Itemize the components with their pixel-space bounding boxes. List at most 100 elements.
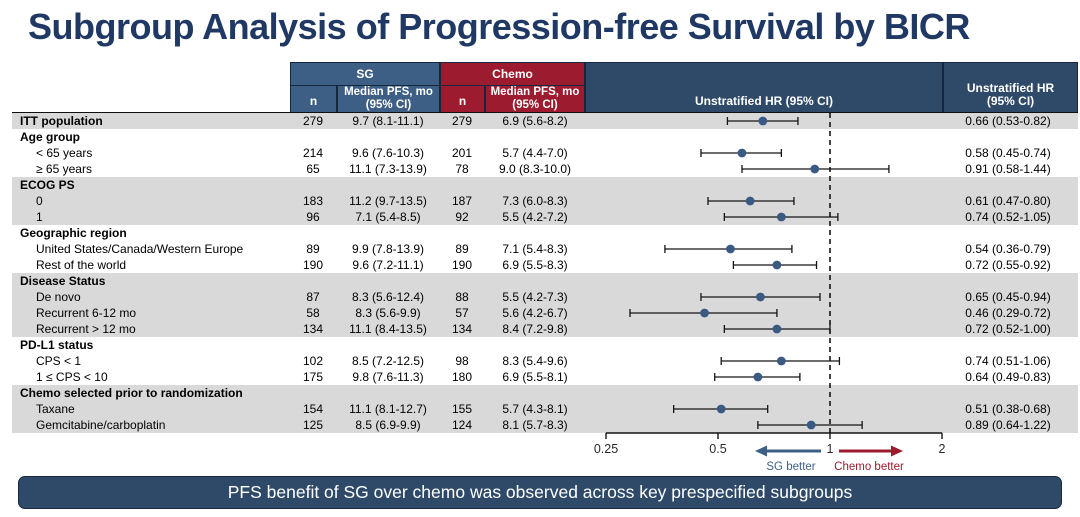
hr-cell: 0.72 (0.52-1.00) [965,322,1051,336]
hr-cell: 0.65 (0.45-0.94) [965,290,1051,304]
header-hr-line2: (95% CI) [986,94,1035,108]
header-chemo-median: Median PFS, mo (95% CI) [485,85,585,113]
chemo-n-cell: 279 [451,114,473,128]
sg-n-cell: 214 [302,146,324,160]
row-label: ITT population [20,114,103,128]
chemo-n-cell: 201 [451,146,473,160]
header-chemo-n: n [440,85,485,113]
sg-pfs-cell: 9.6 (7.2-11.1) [352,258,424,272]
chemo-pfs-cell: 6.9 (5.5-8.3) [502,258,568,272]
hr-cell: 0.64 (0.49-0.83) [965,370,1051,384]
sg-n-cell: 65 [306,162,320,176]
table-row: Rest of the world 190 9.6 (7.2-11.1) 190 6.9… [12,257,1078,273]
table-row: Recurrent 6-12 mo 58 8.3 (5.6-9.9) 57 5.6 (4… [12,305,1078,321]
row-label: United States/Canada/Western Europe [36,242,244,256]
sg-n-cell: 89 [306,242,320,256]
header-sg-n: n [290,85,337,113]
chemo-pfs-cell: 7.3 (6.0-8.3) [502,194,568,208]
chemo-n-cell: 92 [455,210,469,224]
sg-n-cell: 279 [302,114,324,128]
sg-pfs-cell: 9.9 (7.8-13.9) [351,242,425,256]
table-row: CPS < 1 102 8.5 (7.2-12.5) 98 8.3 (5.4-9.6) 0… [12,353,1078,369]
sg-n-cell: 183 [302,194,324,208]
sg-pfs-cell: 7.1 (5.4-8.5) [355,210,421,224]
chemo-pfs-cell: 8.4 (7.2-9.8) [502,322,568,336]
header-divider-line [12,111,1078,114]
chemo-n-cell: 124 [451,418,473,432]
header-chemo-median-line1: Median PFS, mo [490,86,580,98]
sg-n-cell: 175 [302,370,324,384]
row-label: Geographic region [20,226,127,240]
table-row: 1 96 7.1 (5.4-8.5) 92 5.5 (4.2-7.2) 0.74 (0.5… [12,209,1078,225]
sg-pfs-cell: 11.1 (7.3-13.9) [349,162,427,176]
hr-cell: 0.54 (0.36-0.79) [965,242,1051,256]
table-row: De novo 87 8.3 (5.6-12.4) 88 5.5 (4.2-7.3) 0.… [12,289,1078,305]
row-label: Disease Status [20,274,106,288]
chemo-n-cell: 190 [451,258,473,272]
table-row: Disease Status [12,273,1078,289]
table-row: 0 183 11.2 (9.7-13.5) 187 7.3 (6.0-8.3) 0.61 … [12,193,1078,209]
page-title: Subgroup Analysis of Progression-free Su… [28,6,970,47]
sg-pfs-cell: 11.1 (8.4-13.5) [349,322,427,336]
sg-n-cell: 96 [306,210,320,224]
sg-pfs-cell: 8.5 (7.2-12.5) [351,354,425,368]
row-label: 0 [36,194,43,208]
row-label: Recurrent 6-12 mo [36,306,137,320]
sg-better-label: SG better [766,461,815,473]
chemo-pfs-cell: 5.7 (4.4-7.0) [502,146,568,160]
header-sg-median-line1: Median PFS, mo [344,86,433,98]
header-chemo-median-line2: (95% CI) [512,99,558,111]
table-row: Geographic region [12,225,1078,241]
chemo-n-cell: 98 [455,354,469,368]
table-row: Gemcitabine/carboplatin 125 8.5 (6.9-9.9) 1… [12,417,1078,433]
hr-cell: 0.91 (0.58-1.44) [965,162,1051,176]
header-sg-group: SG [290,62,440,86]
sg-pfs-cell: 8.5 (6.9-9.9) [355,418,421,432]
sg-pfs-cell: 9.8 (7.6-11.3) [352,370,424,384]
sg-n-cell: 134 [302,322,324,336]
x-axis-tick-label: 0.25 [594,442,618,456]
table-row: Recurrent > 12 mo 134 11.1 (8.4-13.5) 134 8.… [12,321,1078,337]
table-body: ITT population 279 9.7 (8.1-11.1) 279 6.9 (5… [12,113,1078,433]
row-label: PD-L1 status [20,338,94,352]
chemo-n-cell: 88 [455,290,469,304]
table-row: Taxane 154 11.1 (8.1-12.7) 155 5.7 (4.3-8.1)… [12,401,1078,417]
sg-n-cell: 190 [302,258,324,272]
row-label: Age group [20,130,80,144]
sg-n-cell: 87 [306,290,320,304]
header-chemo-group: Chemo [440,62,585,86]
chemo-n-cell: 78 [455,162,469,176]
table-row: ≥ 65 years 65 11.1 (7.3-13.9) 78 9.0 (8.3-10… [12,161,1078,177]
hr-cell: 0.51 (0.38-0.68) [965,402,1051,416]
sg-pfs-cell: 11.2 (9.7-13.5) [349,194,427,208]
sg-pfs-cell: 9.6 (7.6-10.3) [351,146,425,160]
chemo-pfs-cell: 5.5 (4.2-7.3) [502,290,568,304]
chemo-n-cell: 57 [455,306,469,320]
sg-pfs-cell: 9.7 (8.1-11.1) [352,114,424,128]
row-label: CPS < 1 [36,354,82,368]
sg-n-cell: 125 [302,418,324,432]
row-label: 1 ≤ CPS < 10 [36,370,108,384]
hr-cell: 0.58 (0.45-0.74) [965,146,1051,160]
row-label: 1 [36,210,43,224]
table-row: 1 ≤ CPS < 10 175 9.8 (7.6-11.3) 180 6.9 (5.5… [12,369,1078,385]
table-row: < 65 years 214 9.6 (7.6-10.3) 201 5.7 (4.4-7… [12,145,1078,161]
sg-pfs-cell: 8.3 (5.6-9.9) [355,306,421,320]
chemo-n-cell: 187 [451,194,473,208]
table-row: Age group [12,129,1078,145]
table-row: PD-L1 status [12,337,1078,353]
hr-cell: 0.74 (0.52-1.05) [965,210,1051,224]
chemo-pfs-cell: 5.5 (4.2-7.2) [502,210,568,224]
sg-pfs-cell: 8.3 (5.6-12.4) [351,290,425,304]
header-sg-median-line2: (95% CI) [365,99,412,111]
sg-n-cell: 154 [302,402,324,416]
x-axis-tick-label: 1 [827,442,834,456]
chemo-pfs-cell: 8.3 (5.4-9.6) [502,354,568,368]
chemo-n-cell: 155 [451,402,473,416]
sg-n-cell: 58 [306,306,320,320]
hr-cell: 0.61 (0.47-0.80) [965,194,1051,208]
hr-cell: 0.74 (0.51-1.06) [965,354,1051,368]
sg-pfs-cell: 11.1 (8.1-12.7) [349,402,427,416]
hr-cell: 0.72 (0.55-0.92) [965,258,1051,272]
sg-n-cell: 102 [302,354,324,368]
